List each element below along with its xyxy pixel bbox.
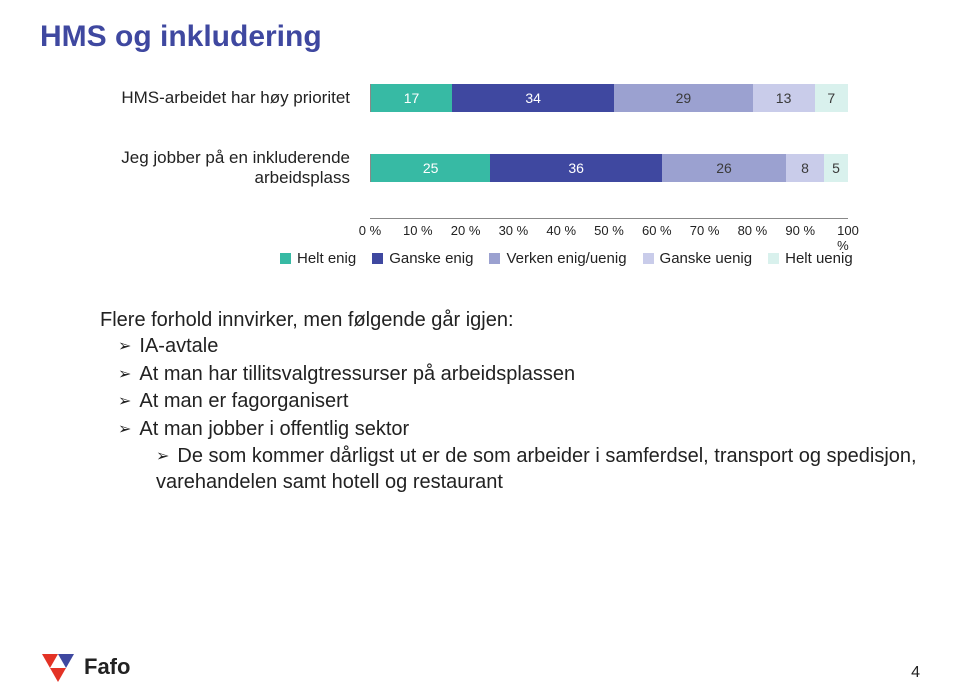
bar-segments: 173429137: [370, 84, 848, 112]
bullet-item: IA-avtale: [118, 334, 920, 360]
bar-segments: 25362685: [370, 154, 848, 182]
axis-tick: 100 %: [837, 223, 859, 253]
bullet-item: At man jobber i offentlig sektor: [118, 417, 920, 443]
bullet-item: At man har tillitsvalgtressurser på arbe…: [118, 362, 920, 388]
bar-segment: 17: [371, 84, 452, 112]
legend-label: Helt enig: [297, 250, 356, 267]
bar-segment: 26: [662, 154, 786, 182]
legend-swatch: [643, 253, 654, 264]
axis-tick: 60 %: [642, 223, 672, 238]
bar-segment: 5: [824, 154, 848, 182]
legend-label: Verken enig/uenig: [506, 250, 626, 267]
bar-row: Jeg jobber på en inkluderende arbeidspla…: [100, 148, 900, 188]
axis-tick: 50 %: [594, 223, 624, 238]
legend-label: Ganske enig: [389, 250, 473, 267]
legend-item: Ganske uenig: [643, 250, 753, 267]
bar-segment: 7: [815, 84, 848, 112]
bar-label: Jeg jobber på en inkluderende arbeidspla…: [100, 148, 370, 187]
legend-item: Helt enig: [280, 250, 356, 267]
logo-icon: [40, 652, 76, 682]
bar-segment: 34: [452, 84, 614, 112]
legend-swatch: [768, 253, 779, 264]
x-axis: 0 %10 %20 %30 %40 %50 %60 %70 %80 %90 %1…: [370, 218, 848, 238]
axis-tick: 80 %: [738, 223, 768, 238]
bar-segment: 8: [786, 154, 824, 182]
bar-label: HMS-arbeidet har høy prioritet: [100, 88, 370, 108]
legend-label: Ganske uenig: [660, 250, 753, 267]
axis-tick: 90 %: [785, 223, 815, 238]
bar-segment: 36: [490, 154, 662, 182]
bar-segment: 25: [371, 154, 490, 182]
stacked-bar-chart: HMS-arbeidet har høy prioritet173429137 J…: [100, 78, 900, 267]
bar-segment: 13: [753, 84, 815, 112]
axis-tick: 70 %: [690, 223, 720, 238]
legend-item: Ganske enig: [372, 250, 473, 267]
axis-tick: 10 %: [403, 223, 433, 238]
axis-tick: 0 %: [359, 223, 381, 238]
legend-swatch: [489, 253, 500, 264]
page-title: HMS og inkludering: [40, 20, 920, 54]
legend: Helt enig Ganske enig Verken enig/uenig Gan…: [280, 250, 900, 267]
bullet-list: IA-avtaleAt man har tillitsvalgtressurse…: [118, 334, 920, 496]
axis-tick: 40 %: [546, 223, 576, 238]
legend-swatch: [280, 253, 291, 264]
bar-segment: 29: [614, 84, 752, 112]
body-text: Flere forhold innvirker, men følgende gå…: [100, 309, 920, 496]
axis-tick: 20 %: [451, 223, 481, 238]
footer: Fafo 4: [40, 652, 920, 682]
bullet-item: At man er fagorganisert: [118, 389, 920, 415]
legend-swatch: [372, 253, 383, 264]
legend-item: Verken enig/uenig: [489, 250, 626, 267]
axis-tick: 30 %: [499, 223, 529, 238]
sub-bullet-item: De som kommer dårligst ut er de som arbe…: [156, 444, 920, 495]
page-number: 4: [911, 664, 920, 682]
bar-row: HMS-arbeidet har høy prioritet173429137: [100, 78, 900, 118]
logo: Fafo: [40, 652, 130, 682]
logo-text: Fafo: [84, 654, 130, 680]
lead-text: Flere forhold innvirker, men følgende gå…: [100, 309, 920, 332]
